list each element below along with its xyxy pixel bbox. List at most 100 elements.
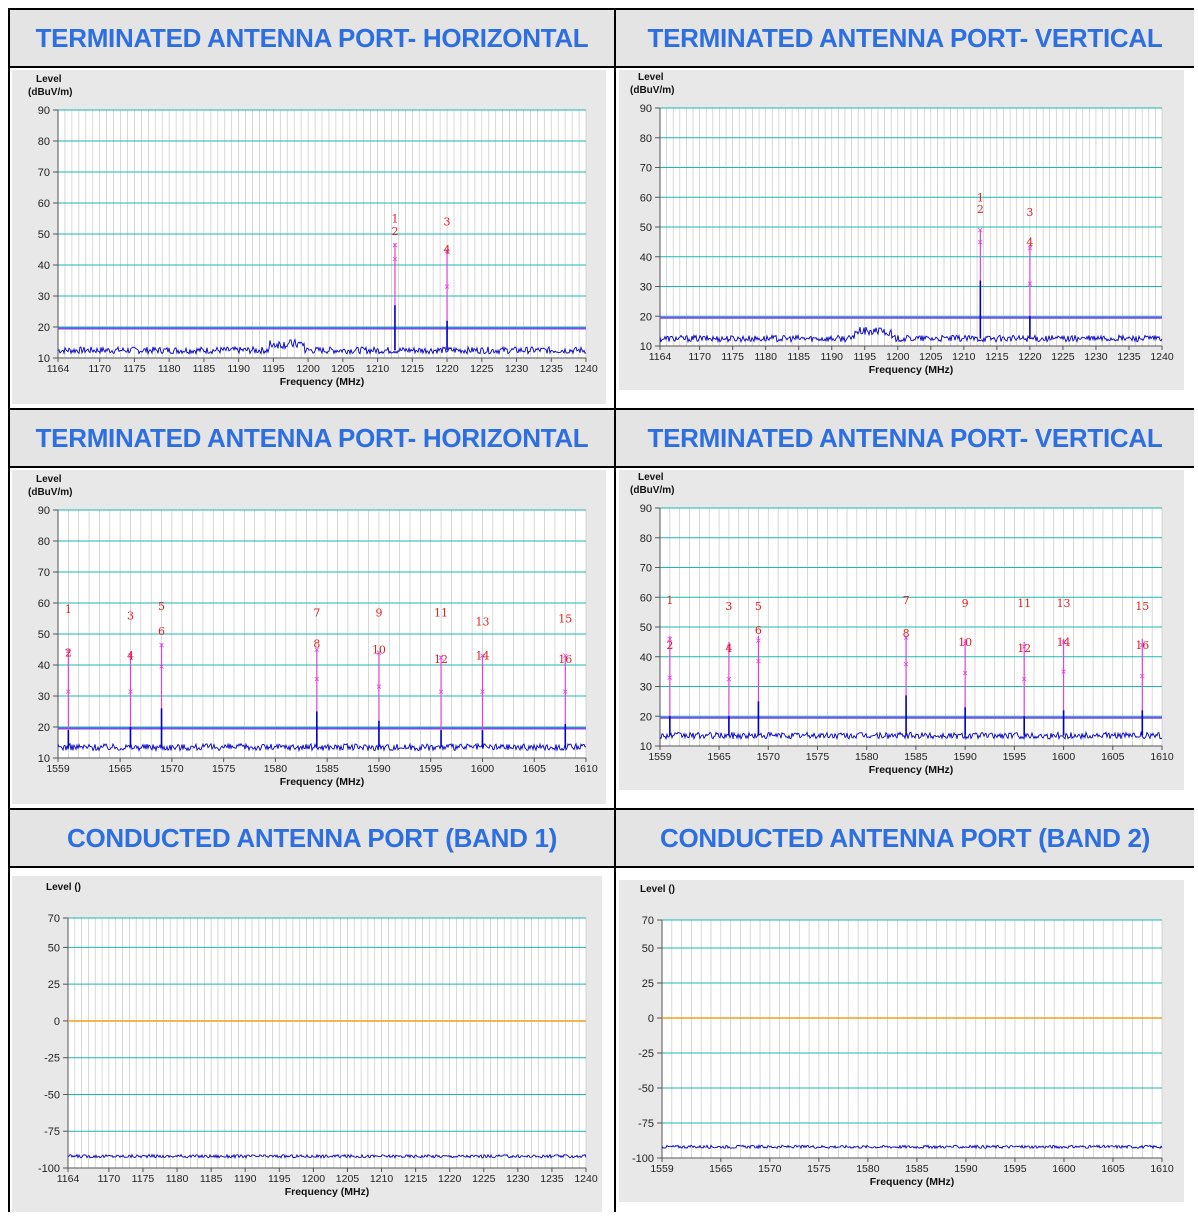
marker-label: 15	[558, 613, 572, 626]
marker-point: ×	[444, 282, 450, 293]
marker-point: ×	[159, 662, 165, 673]
marker-point: ×	[376, 648, 382, 659]
y-tick-label: 70	[38, 167, 50, 179]
x-tick-label: 1175	[123, 363, 146, 375]
x-tick-label: 1185	[200, 1173, 223, 1185]
y-tick-label: 90	[38, 505, 50, 517]
marker-label: 5	[755, 600, 762, 613]
x-tick-label: 1235	[540, 363, 564, 375]
x-tick-label: 1595	[419, 763, 443, 775]
x-tick-label: 1580	[855, 751, 879, 763]
x-tick-label: 1605	[523, 763, 547, 775]
y-tick-label: 10	[640, 741, 652, 753]
marker-point: ×	[1061, 667, 1067, 678]
x-tick-label: 1170	[688, 351, 711, 363]
x-tick-label: 1185	[193, 363, 216, 375]
x-tick-label: 1190	[820, 351, 843, 363]
y-tick-label: 80	[640, 133, 652, 145]
marker-label: 12	[434, 653, 448, 666]
x-tick-label: 1200	[886, 351, 910, 363]
y-axis-title: Level	[638, 72, 664, 83]
x-tick-label: 1200	[302, 1173, 326, 1185]
x-tick-label: 1215	[404, 1173, 428, 1185]
y-axis-title: Level ()	[46, 882, 81, 893]
x-tick-label: 1205	[336, 1173, 360, 1185]
x-tick-label: 1605	[1101, 751, 1125, 763]
marker-point: ×	[159, 640, 165, 651]
y-tick-label: 10	[38, 353, 50, 365]
x-tick-label: 1175	[132, 1173, 155, 1185]
x-tick-label: 1230	[506, 1173, 530, 1185]
marker-label: 1	[391, 213, 398, 226]
panel-title-1: TERMINATED ANTENNA PORT- HORIZONTAL	[35, 22, 589, 53]
marker-label: 2	[977, 203, 984, 216]
x-tick-label: 1580	[856, 1163, 880, 1175]
x-tick-label: 1585	[315, 763, 339, 775]
x-tick-label: 1565	[108, 763, 132, 775]
y-tick-label: 30	[640, 682, 652, 694]
marker-point: ×	[667, 673, 673, 684]
x-tick-label: 1220	[435, 363, 459, 375]
marker-label: 4	[725, 642, 732, 655]
x-tick-label: 1585	[904, 751, 928, 763]
y-tick-label: 10	[640, 341, 652, 353]
x-tick-label: 1610	[1150, 1163, 1174, 1175]
marker-label: 4	[444, 244, 451, 257]
marker-label: 5	[158, 600, 165, 613]
y-tick-label: 40	[38, 660, 50, 672]
panel-header-4: TERMINATED ANTENNA PORT- VERTICAL	[616, 410, 1194, 466]
y-tick-label: 10	[38, 753, 50, 765]
marker-point: ×	[756, 636, 762, 647]
x-tick-label: 1240	[1150, 351, 1174, 363]
spectrum-trace	[659, 326, 1163, 344]
marker-point: ×	[977, 237, 983, 248]
x-tick-label: 1575	[212, 763, 236, 775]
x-tick-label: 1590	[954, 1163, 978, 1175]
marker-label: 7	[313, 606, 320, 619]
marker-point: ×	[1021, 642, 1027, 653]
x-tick-label: 1559	[46, 763, 70, 775]
y-tick-label: 20	[640, 311, 652, 323]
x-tick-label: 1235	[1117, 351, 1141, 363]
marker-point: ×	[392, 240, 398, 251]
y-tick-label: 50	[38, 229, 50, 241]
y-tick-label: -75	[44, 1126, 60, 1138]
y-axis-unit: (dBuV/m)	[630, 485, 674, 496]
x-tick-label: 1164	[649, 351, 672, 363]
x-tick-label: 1170	[98, 1173, 121, 1185]
marker-point: ×	[314, 645, 320, 656]
y-tick-label: 50	[48, 942, 60, 954]
x-tick-label: 1240	[574, 1173, 598, 1185]
y-tick-label: 60	[38, 598, 50, 610]
chart-cell-3: 10 20 30 40 50 60 70 80 90 1559 1565 1570 1575 1580 15…	[10, 468, 614, 808]
marker-point: ×	[314, 674, 320, 685]
x-tick-label: 1210	[366, 363, 390, 375]
spectrum-trace	[57, 742, 587, 753]
marker-label: 2	[391, 225, 398, 238]
x-tick-label: 1210	[370, 1173, 394, 1185]
x-tick-label: 1595	[1003, 1163, 1027, 1175]
y-tick-label: 30	[38, 691, 50, 703]
x-tick-label: 1575	[806, 751, 830, 763]
y-axis-title: Level	[36, 74, 62, 85]
plot-area	[662, 920, 1162, 1158]
y-tick-label: -100	[38, 1163, 60, 1175]
y-tick-label: 30	[640, 282, 652, 294]
y-tick-label: 60	[640, 192, 652, 204]
panel-header-5: CONDUCTED ANTENNA PORT (BAND 1)	[10, 810, 614, 866]
marker-point: ×	[1021, 675, 1027, 686]
marker-point: ×	[1139, 640, 1145, 651]
marker-label: 7	[903, 594, 910, 607]
x-axis-title: Frequency (MHz)	[869, 764, 954, 776]
x-tick-label: 1205	[919, 351, 943, 363]
panel-header-3: TERMINATED ANTENNA PORT- HORIZONTAL	[10, 410, 614, 466]
y-tick-label: 70	[640, 163, 652, 175]
marker-label: 14	[1057, 636, 1071, 649]
panel-header-1: TERMINATED ANTENNA PORT- HORIZONTAL	[10, 10, 614, 66]
marker-label: 8	[313, 637, 320, 650]
y-tick-label: 90	[640, 103, 652, 115]
marker-label: 10	[372, 644, 386, 657]
marker-point: ×	[480, 687, 486, 698]
